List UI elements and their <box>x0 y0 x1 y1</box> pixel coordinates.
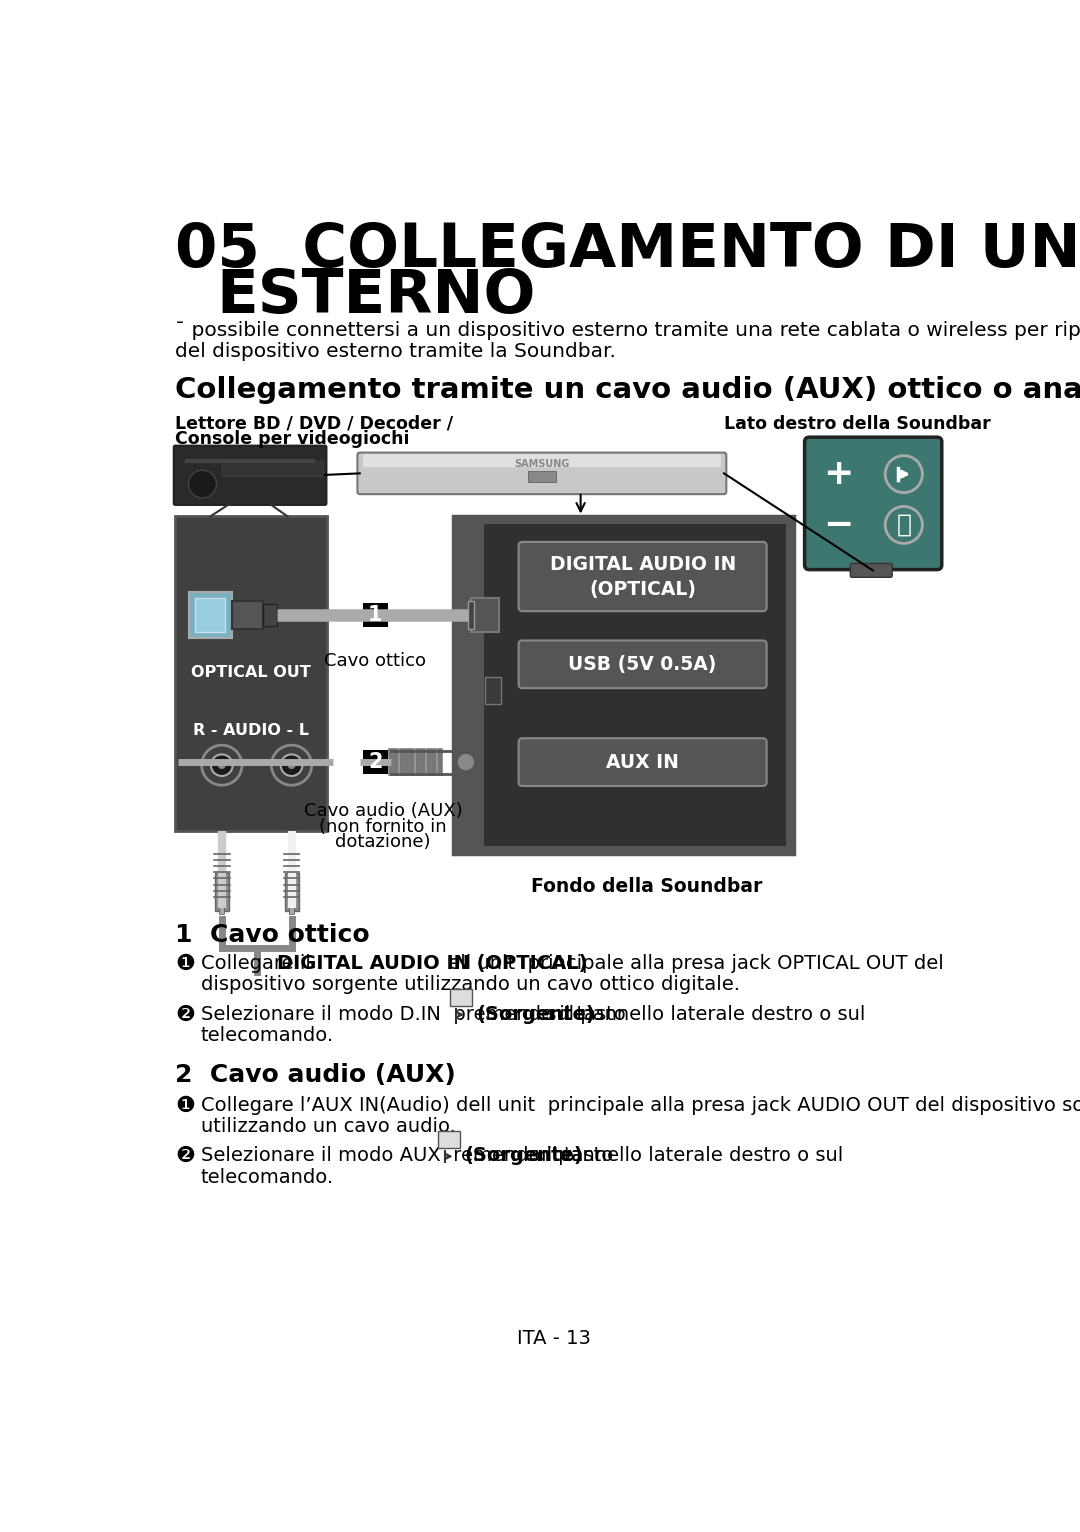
Bar <box>262 604 276 625</box>
Bar <box>453 516 794 853</box>
Bar <box>363 602 388 628</box>
Text: USB (5V 0.5A): USB (5V 0.5A) <box>568 654 717 674</box>
Text: ESTERNO: ESTERNO <box>216 267 536 326</box>
Text: dotazione): dotazione) <box>335 833 431 850</box>
Bar <box>219 892 225 913</box>
Bar <box>528 470 556 483</box>
Text: telecomando.: telecomando. <box>201 1026 334 1045</box>
Text: DIGITAL AUDIO IN (OPTICAL): DIGITAL AUDIO IN (OPTICAL) <box>276 954 588 973</box>
Text: ¯ possibile connettersi a un dispositivo esterno tramite una rete cablata o wire: ¯ possibile connettersi a un dispositivo… <box>175 320 1080 340</box>
Text: ❷: ❷ <box>175 1146 195 1166</box>
Text: Cavo audio (AUX): Cavo audio (AUX) <box>303 803 462 820</box>
Text: DIGITAL AUDIO IN
(OPTICAL): DIGITAL AUDIO IN (OPTICAL) <box>550 555 735 599</box>
Text: (non fornito in: (non fornito in <box>320 818 447 835</box>
Circle shape <box>189 470 216 498</box>
Bar <box>215 873 229 912</box>
Text: sul pannello laterale destro o sul: sul pannello laterale destro o sul <box>540 1005 865 1023</box>
Text: Cavo ottico: Cavo ottico <box>324 653 427 669</box>
Text: Lettore BD / DVD / Decoder /: Lettore BD / DVD / Decoder / <box>175 415 454 434</box>
Text: 2  Cavo audio (AUX): 2 Cavo audio (AUX) <box>175 1063 456 1088</box>
Text: Lato destro della Soundbar: Lato destro della Soundbar <box>724 415 990 434</box>
Text: OPTICAL OUT: OPTICAL OUT <box>191 665 311 680</box>
Text: ❷: ❷ <box>175 1005 195 1025</box>
Text: dispositivo sorgente utilizzando un cavo ottico digitale.: dispositivo sorgente utilizzando un cavo… <box>201 976 740 994</box>
FancyBboxPatch shape <box>363 453 721 467</box>
FancyBboxPatch shape <box>518 738 767 786</box>
Text: Console per videogiochi: Console per videogiochi <box>175 430 409 449</box>
Text: Collegare il: Collegare il <box>201 954 318 973</box>
Bar <box>284 873 298 912</box>
Text: ell unit  principale alla presa jack OPTICAL OUT del: ell unit principale alla presa jack OPTI… <box>442 954 944 973</box>
Text: Selezionare il modo D.IN  premendo il tasto: Selezionare il modo D.IN premendo il tas… <box>201 1005 632 1023</box>
FancyBboxPatch shape <box>805 437 942 570</box>
Bar <box>484 524 786 846</box>
Text: ITA - 13: ITA - 13 <box>516 1330 591 1348</box>
Bar <box>485 677 501 703</box>
Circle shape <box>218 761 226 769</box>
Text: del dispositivo esterno tramite la Soundbar.: del dispositivo esterno tramite la Sound… <box>175 342 617 360</box>
Text: utilizzando un cavo audio.: utilizzando un cavo audio. <box>201 1117 456 1137</box>
Bar <box>471 597 499 633</box>
Text: Selezionare il modo AUX  remendo il tasto: Selezionare il modo AUX remendo il tasto <box>201 1146 619 1166</box>
Text: 1: 1 <box>368 605 382 625</box>
Text: (Sorgente): (Sorgente) <box>464 1146 583 1166</box>
Bar <box>449 990 472 1007</box>
Bar <box>289 892 294 913</box>
Text: −: − <box>824 509 854 542</box>
Text: 1  Cavo ottico: 1 Cavo ottico <box>175 924 370 947</box>
Bar <box>221 461 323 476</box>
Bar <box>195 597 225 633</box>
Text: ul pannello laterale destro o sul: ul pannello laterale destro o sul <box>528 1146 843 1166</box>
Text: telecomando.: telecomando. <box>201 1167 334 1187</box>
Circle shape <box>886 455 922 493</box>
Circle shape <box>886 507 922 544</box>
Bar <box>232 601 262 630</box>
Circle shape <box>271 745 312 786</box>
Circle shape <box>202 745 242 786</box>
Text: AUX IN: AUX IN <box>606 752 679 772</box>
Bar <box>189 591 232 639</box>
FancyBboxPatch shape <box>518 640 767 688</box>
FancyBboxPatch shape <box>357 452 727 495</box>
Circle shape <box>457 752 475 771</box>
Text: Collegare l’AUX IN(Audio) dell unit  principale alla presa jack AUDIO OUT del di: Collegare l’AUX IN(Audio) dell unit prin… <box>201 1095 1080 1114</box>
Text: 05  COLLEGAMENTO DI UN DISPOSITIVO: 05 COLLEGAMENTO DI UN DISPOSITIVO <box>175 221 1080 280</box>
FancyBboxPatch shape <box>518 542 767 611</box>
Bar <box>469 601 474 630</box>
Text: ❶: ❶ <box>175 1095 195 1115</box>
Bar <box>175 516 327 830</box>
Circle shape <box>211 754 232 777</box>
Text: Fondo della Soundbar: Fondo della Soundbar <box>530 876 762 896</box>
Bar <box>363 749 388 775</box>
Text: (Sorgente): (Sorgente) <box>476 1005 595 1023</box>
Circle shape <box>287 761 296 769</box>
Text: SAMSUNG: SAMSUNG <box>514 460 569 469</box>
Text: Collegamento tramite un cavo audio (AUX) ottico o analogico: Collegamento tramite un cavo audio (AUX)… <box>175 377 1080 404</box>
Text: ⏻: ⏻ <box>896 513 912 536</box>
Text: 2: 2 <box>368 752 382 772</box>
Circle shape <box>281 754 302 777</box>
Text: +: + <box>824 457 854 492</box>
Text: ❶: ❶ <box>175 954 195 974</box>
FancyBboxPatch shape <box>850 564 892 578</box>
Bar <box>438 1131 460 1147</box>
FancyBboxPatch shape <box>174 446 326 506</box>
Text: R - AUDIO - L: R - AUDIO - L <box>193 723 309 738</box>
